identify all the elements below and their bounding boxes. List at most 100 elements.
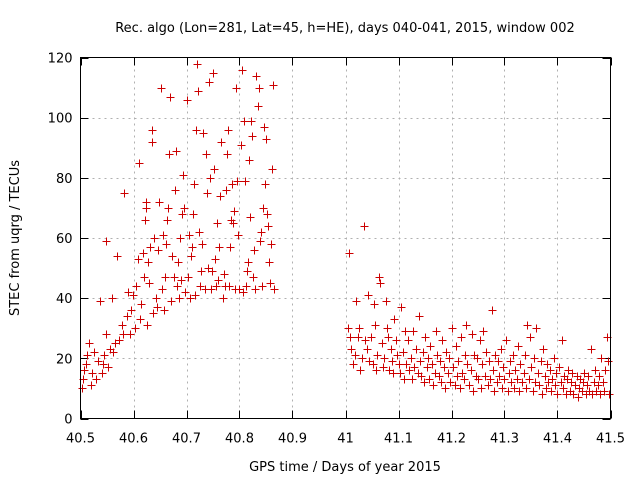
data-point: [416, 357, 425, 366]
data-point: [474, 375, 483, 384]
data-point: [148, 126, 157, 135]
data-point: [423, 363, 432, 372]
data-point: [113, 252, 122, 261]
data-point: [358, 354, 367, 363]
data-point: [469, 387, 478, 396]
data-point: [256, 237, 265, 246]
data-point: [158, 285, 167, 294]
data-point: [491, 351, 500, 360]
data-point: [230, 207, 239, 216]
data-point: [558, 336, 567, 345]
data-point: [525, 375, 534, 384]
data-point: [601, 366, 610, 375]
data-point: [195, 228, 204, 237]
data-point: [442, 348, 451, 357]
data-point: [401, 327, 410, 336]
data-point: [238, 66, 247, 75]
data-point: [237, 141, 246, 150]
data-point: [108, 294, 117, 303]
data-point: [142, 198, 151, 207]
data-point: [262, 135, 271, 144]
data-point: [490, 387, 499, 396]
data-point: [144, 258, 153, 267]
data-point: [268, 165, 277, 174]
data-point: [140, 273, 149, 282]
x-tick-label: 40.9: [278, 432, 307, 447]
data-point: [159, 231, 168, 240]
x-tick-label: 40.6: [119, 432, 148, 447]
data-point: [389, 369, 398, 378]
data-point: [226, 243, 235, 252]
data-point: [587, 345, 596, 354]
data-point: [468, 330, 477, 339]
data-point: [266, 279, 275, 288]
data-point: [123, 312, 132, 321]
data-point: [178, 210, 187, 219]
data-point: [215, 243, 224, 252]
data-point: [550, 354, 559, 363]
data-point: [378, 339, 387, 348]
data-point: [344, 324, 353, 333]
data-point: [118, 321, 127, 330]
data-point: [373, 351, 382, 360]
data-point: [375, 273, 384, 282]
data-point: [132, 282, 141, 291]
data-point: [370, 300, 379, 309]
data-point: [594, 381, 603, 390]
data-point: [548, 375, 557, 384]
data-point: [506, 357, 515, 366]
data-point: [232, 84, 241, 93]
data-point: [257, 228, 266, 237]
data-point: [233, 177, 242, 186]
data-point: [245, 156, 254, 165]
x-tick-label: 41.3: [490, 432, 519, 447]
data-point: [109, 348, 118, 357]
x-tick-label: 40.5: [66, 432, 95, 447]
data-point: [83, 351, 92, 360]
data-point: [269, 81, 278, 90]
data-point: [420, 378, 429, 387]
data-point: [102, 330, 111, 339]
data-point: [249, 273, 258, 282]
data-point: [186, 294, 195, 303]
data-point: [207, 285, 216, 294]
data-point: [143, 321, 152, 330]
data-point: [408, 375, 417, 384]
data-point: [444, 369, 453, 378]
data-point: [559, 384, 568, 393]
data-point: [247, 117, 256, 126]
data-point: [209, 69, 218, 78]
y-tick-label: 80: [56, 172, 73, 187]
data-point: [507, 378, 516, 387]
data-point: [595, 372, 604, 381]
data-point: [456, 384, 465, 393]
data-point: [124, 288, 133, 297]
data-point: [482, 348, 491, 357]
data-point: [504, 387, 513, 396]
data-point: [407, 354, 416, 363]
data-point: [417, 372, 426, 381]
data-point: [452, 342, 461, 351]
data-point: [463, 360, 472, 369]
data-point: [532, 324, 541, 333]
data-point: [551, 381, 560, 390]
data-point: [529, 387, 538, 396]
data-point: [267, 240, 276, 249]
data-point: [364, 291, 373, 300]
data-point: [541, 372, 550, 381]
data-point: [193, 60, 202, 69]
data-point: [440, 363, 449, 372]
data-point: [409, 327, 418, 336]
data-point: [393, 351, 402, 360]
data-point: [465, 381, 474, 390]
data-point: [591, 366, 600, 375]
data-point: [346, 333, 355, 342]
data-point: [569, 390, 578, 399]
data-point: [119, 330, 128, 339]
data-point: [252, 72, 261, 81]
y-tick-label: 60: [56, 232, 73, 247]
data-point: [356, 366, 365, 375]
data-point: [161, 273, 170, 282]
x-axis-label: GPS time / Days of year 2015: [249, 460, 441, 475]
